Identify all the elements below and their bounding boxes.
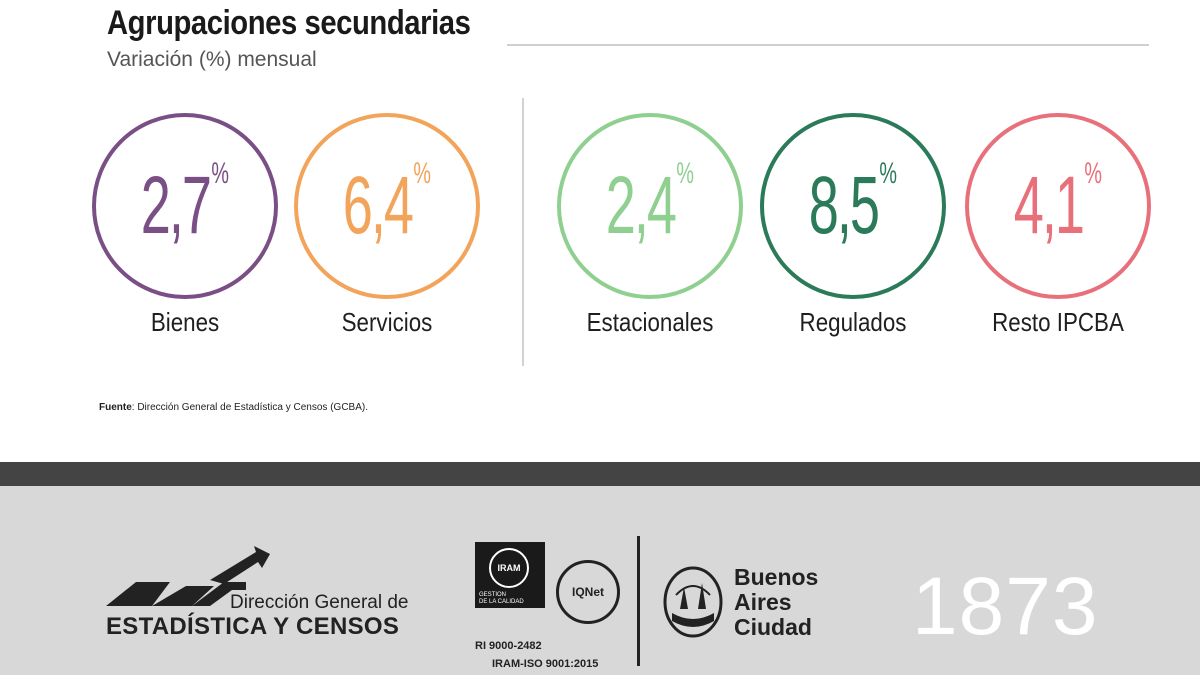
percent-sign: % <box>676 157 695 190</box>
metric-servicios: 6,4% Servicios <box>294 113 480 337</box>
iram-sub-line2: DE LA CALIDAD <box>479 599 524 605</box>
metric-value-wrap: 2,7% <box>141 159 229 247</box>
source-text: : Dirección General de Estadística y Cen… <box>131 402 368 413</box>
metric-value: 4,1 <box>1013 160 1085 251</box>
dgec-logo: Dirección General de ESTADÍSTICA Y CENSO… <box>106 546 436 646</box>
metric-label: Servicios <box>341 307 433 337</box>
iqnet-certified-icon: IQNet <box>556 560 620 624</box>
dgec-name-line1: Dirección General de <box>230 592 409 613</box>
metric-bienes: 2,7% Bienes <box>92 113 278 337</box>
iqnet-label: IQNet <box>571 585 604 599</box>
ba-line3: Ciudad <box>734 614 812 640</box>
percent-sign: % <box>211 157 230 190</box>
metric-value-wrap: 4,1% <box>1014 159 1102 247</box>
iram-subtitle: GESTION DE LA CALIDAD <box>479 592 524 606</box>
iram-logo: IRAM GESTION DE LA CALIDAD <box>475 542 545 608</box>
source-label: Fuente <box>99 402 132 413</box>
iram-certificate-code: RI 9000-2482 <box>475 640 542 652</box>
year-mark: 1873 <box>912 561 1099 652</box>
buenos-aires-seal-icon <box>663 566 723 638</box>
metric-value: 8,5 <box>808 160 880 251</box>
metric-resto-ipcba: 4,1% Resto IPCBA <box>965 113 1151 337</box>
metric-value-wrap: 6,4% <box>343 159 431 247</box>
dgec-arrow-icon <box>106 546 270 606</box>
ba-line2: Aires <box>734 589 792 615</box>
metric-value: 2,7 <box>140 160 212 251</box>
footer-divider <box>637 536 640 666</box>
metric-value-wrap: 8,5% <box>809 159 897 247</box>
metric-ring: 4,1% <box>965 113 1151 299</box>
metric-value: 2,4 <box>605 160 677 251</box>
percent-sign: % <box>879 157 898 190</box>
metric-label: Estacionales <box>586 307 714 337</box>
footer-band <box>0 462 1200 486</box>
metric-value: 6,4 <box>342 160 414 251</box>
buenos-aires-ciudad-logo: Buenos Aires Ciudad <box>734 565 818 640</box>
iram-seal-icon: IRAM <box>489 548 529 588</box>
percent-sign: % <box>413 157 432 190</box>
iram-iso-standard: IRAM-ISO 9001:2015 <box>492 658 599 670</box>
metric-ring: 8,5% <box>760 113 946 299</box>
page-subtitle: Variación (%) mensual <box>107 48 317 71</box>
metric-value-wrap: 2,4% <box>606 159 694 247</box>
source-note: Fuente: Dirección General de Estadística… <box>99 402 368 413</box>
metric-ring: 2,7% <box>92 113 278 299</box>
metric-estacionales: 2,4% Estacionales <box>557 113 743 337</box>
title-rule <box>507 44 1149 46</box>
iram-sub-line1: GESTION <box>479 592 507 598</box>
metric-label: Regulados <box>799 307 907 337</box>
metric-ring: 2,4% <box>557 113 743 299</box>
ba-line1: Buenos <box>734 564 819 590</box>
metric-regulados: 8,5% Regulados <box>760 113 946 337</box>
metric-label: Resto IPCBA <box>992 307 1124 337</box>
metric-label: Bienes <box>150 307 220 337</box>
group-divider <box>522 98 524 366</box>
dgec-name-line2: ESTADÍSTICA Y CENSOS <box>106 613 400 640</box>
metric-ring: 6,4% <box>294 113 480 299</box>
percent-sign: % <box>1084 157 1103 190</box>
page-title: Agrupaciones secundarias <box>107 4 471 42</box>
